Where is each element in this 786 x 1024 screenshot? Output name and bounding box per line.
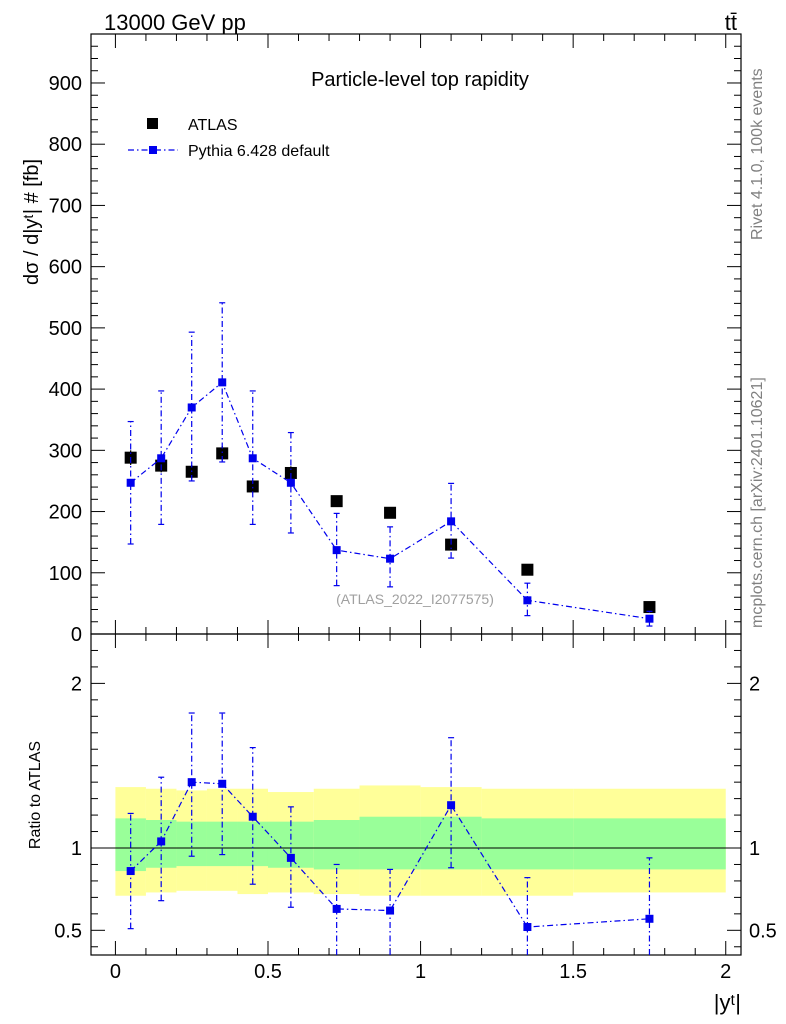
pythia-point [332,546,341,555]
ratio-point [286,853,295,862]
pythia-point [447,517,456,526]
band-1sigma-bin [206,821,238,867]
legend-atlas-label: ATLAS [188,117,238,134]
main-y-tick-label: 900 [49,73,82,95]
legend-pythia-marker [149,146,157,154]
axes: 0 0.5 1 1.5 2 0 100 200 300 400 500 600 700 800 900 0.5… [49,33,777,983]
atlas-point [330,495,343,508]
main-y-tick-label: 200 [49,502,82,524]
legend-atlas-marker [147,118,158,129]
atlas-point [284,466,297,479]
x-tick-label: 0.5 [254,961,282,983]
main-y-tick-label: 700 [49,195,82,217]
x-tick-label: 1 [415,961,426,983]
rivet-label: Rivet 4.1.0, 100k events [749,68,766,240]
ratio-point [645,914,654,923]
pythia-line [130,381,650,620]
ratio-point [248,812,257,821]
ratio-point [157,837,166,846]
ratio-y-tick-label-left: 1 [71,838,82,860]
ratio-y-tick-label-left: 2 [71,673,82,695]
ratio-line [130,781,650,928]
pythia-point [248,454,257,463]
main-title: Particle-level top rapidity [311,69,529,91]
data-series [124,302,656,955]
ratio-point [386,906,395,915]
main-y-tick-label: 800 [49,134,82,156]
pythia-point [523,596,532,605]
ratio-y-tick-label-right: 0.5 [749,920,777,942]
band-1sigma-bin [481,818,574,870]
atlas-point [216,447,229,460]
atlas-point [521,563,534,576]
main-y-tick-label: 400 [49,379,82,401]
pythia-point [386,554,395,563]
atlas-point [643,601,656,614]
band-1sigma-bin [573,818,726,870]
band-1sigma-bin [359,816,421,870]
main-y-tick-label: 100 [49,563,82,585]
ratio-point [447,801,456,810]
pythia-point [218,378,227,387]
ratio-point [126,867,135,876]
ratio-point [218,779,227,788]
pythia-point [286,478,295,487]
x-tick-label: 0 [110,961,121,983]
x-tick-label: 1.5 [559,961,587,983]
analysis-watermark: (ATLAS_2022_I2077575) [336,591,494,607]
main-y-tick-label: 500 [49,318,82,340]
header-left: 13000 GeV pp [104,10,246,35]
pythia-point [187,403,196,412]
band-1sigma-bin [313,820,360,870]
ratio-y-tick-label-right: 1 [749,838,760,860]
atlas-point [246,480,259,493]
pythia-point [645,614,654,623]
ratio-point [187,778,196,787]
labels: 13000 GeV pp tt̄ Particle-level top rapi… [21,10,766,1015]
ratio-y-axis-label: Ratio to ATLAS [27,741,44,849]
x-axis-label: |yᵗ| [714,990,741,1015]
x-tick-label: 2 [720,961,731,983]
ratio-point [332,904,341,913]
ratio-plot-frame [90,633,742,956]
main-y-tick-label: 600 [49,257,82,279]
main-y-tick-label: 0 [71,624,82,646]
legend-pythia-label: Pythia 6.428 default [188,143,330,160]
ratio-point [523,923,532,932]
atlas-point [445,538,458,551]
header-right: tt̄ [725,10,737,35]
mcplots-label: mcplots.cern.ch [arXiv:2401.10621] [749,377,766,628]
pythia-point [157,454,166,463]
ratio-y-tick-label-left: 0.5 [54,920,82,942]
ratio-bands [115,785,726,896]
atlas-point [384,506,397,519]
main-y-axis-label: dσ / d|yᵗ| # [fb] [21,159,43,285]
ratio-y-tick-label-right: 2 [749,673,760,695]
pythia-point [126,478,135,487]
main-y-tick-label: 300 [49,440,82,462]
